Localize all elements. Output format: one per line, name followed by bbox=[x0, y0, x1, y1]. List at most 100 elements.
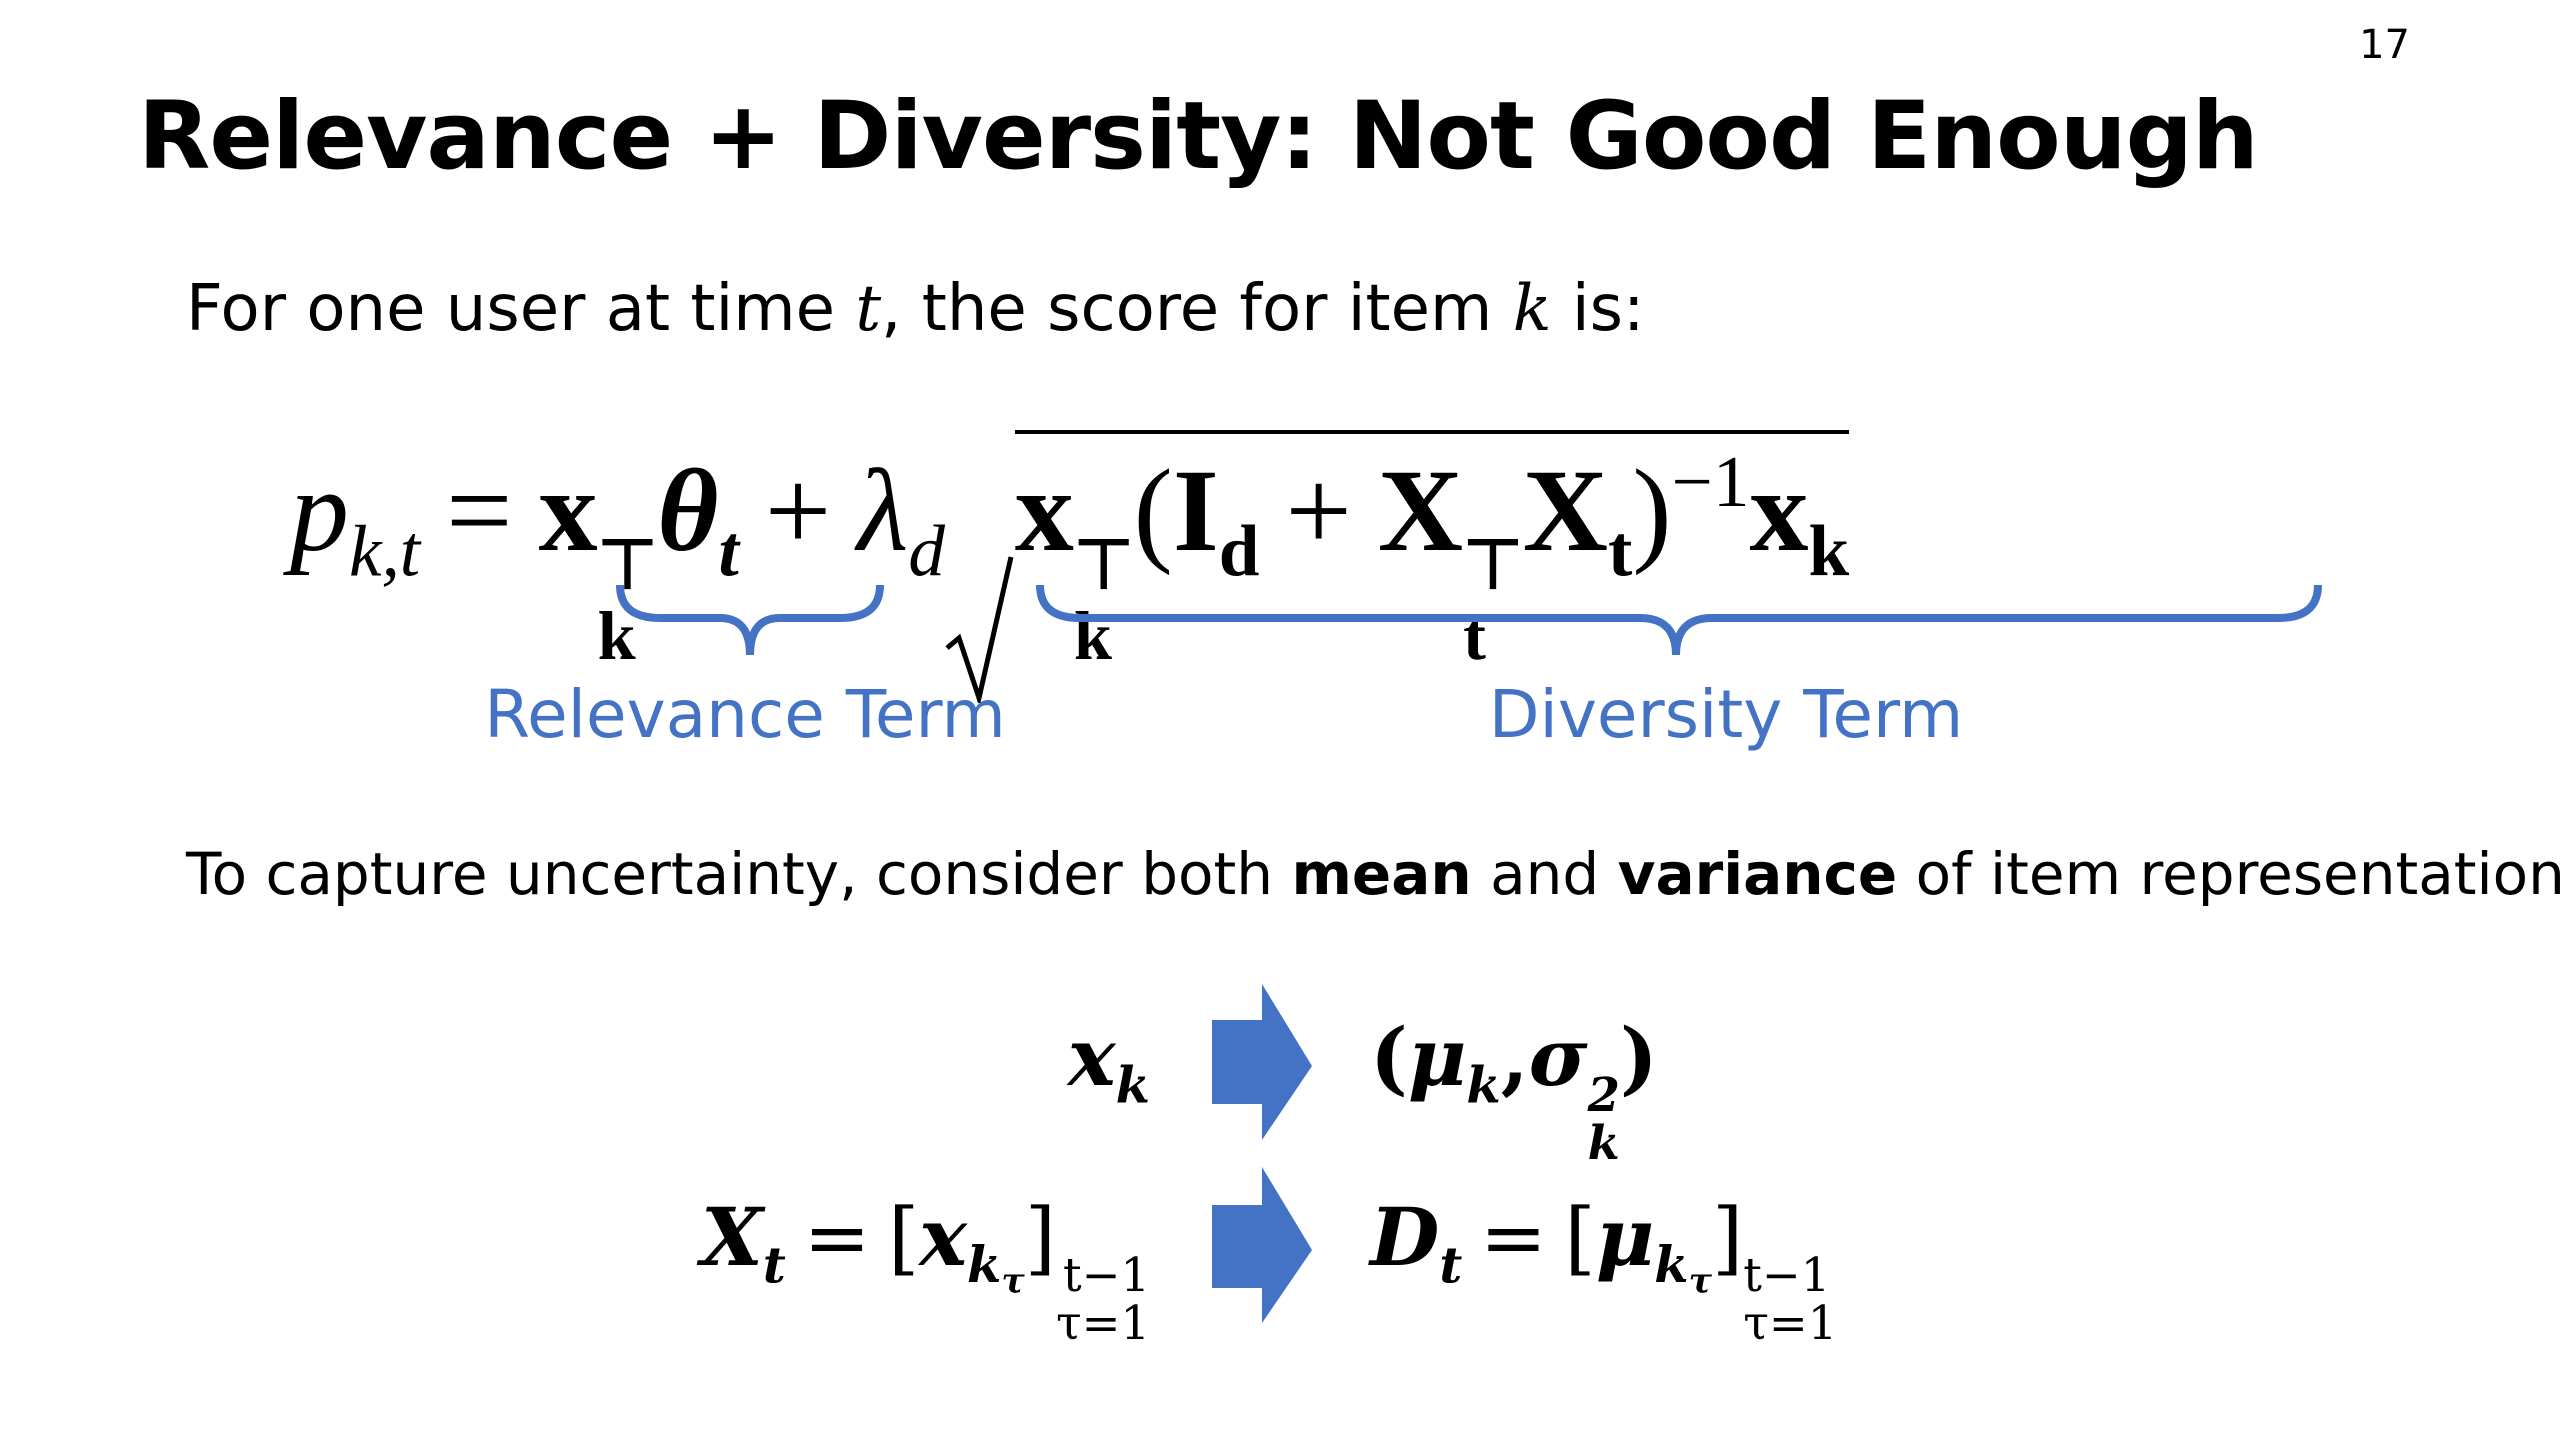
math-base: X bbox=[700, 1190, 763, 1284]
intro-text: For one user at time t, the score for it… bbox=[186, 272, 1645, 346]
math-token: xkτ bbox=[919, 1190, 1024, 1302]
math-sub: t bbox=[1607, 510, 1633, 592]
mapping-right: Dt = [μkτ] t−1 τ=1 bbox=[1370, 1190, 1837, 1348]
text: and bbox=[1471, 840, 1618, 908]
math-token: Id bbox=[1173, 443, 1260, 594]
math-token: λd bbox=[857, 443, 945, 594]
text: of item representation bbox=[1897, 840, 2560, 908]
math-scripts: t−1 τ=1 bbox=[1056, 1247, 1150, 1348]
mapping-left: Xt = [xkτ] t−1 τ=1 bbox=[701, 1190, 1150, 1348]
math-base: σ bbox=[1528, 1010, 1588, 1104]
math-token: ( bbox=[1134, 443, 1173, 579]
math-token: ] t−1 τ=1 bbox=[1025, 1191, 1150, 1348]
math-sub: k bbox=[1466, 1055, 1501, 1115]
math-base: x bbox=[1067, 1010, 1116, 1104]
math-sub: k bbox=[1808, 510, 1850, 592]
math-token: = bbox=[1480, 1191, 1547, 1284]
math-subsub: τ bbox=[1688, 1260, 1713, 1302]
relevance-brace bbox=[616, 584, 884, 656]
text: is: bbox=[1551, 272, 1645, 346]
math-sub: t bbox=[1439, 1235, 1463, 1295]
math-scripts: t−1 τ=1 bbox=[1743, 1247, 1838, 1351]
math-sub: t bbox=[762, 1235, 786, 1295]
bold-text: mean bbox=[1291, 840, 1472, 908]
math-sub: d bbox=[1218, 510, 1260, 592]
math-sub: τ=1 bbox=[1743, 1296, 1838, 1351]
math-sub: kτ bbox=[1654, 1235, 1713, 1302]
math-base: ) bbox=[1632, 444, 1672, 576]
math-base: [ bbox=[1564, 1191, 1596, 1284]
math-base: p bbox=[290, 444, 349, 576]
relevance-term: x ⊤ k θt bbox=[539, 443, 739, 673]
math-token: , bbox=[1501, 1010, 1529, 1104]
math-sup: t−1 bbox=[1062, 1247, 1150, 1302]
math-base: + bbox=[1285, 444, 1352, 576]
math-base: X bbox=[1377, 444, 1464, 576]
math-token: μkτ bbox=[1596, 1190, 1712, 1302]
math-token: Dt bbox=[1370, 1190, 1462, 1294]
math-base: ( bbox=[1133, 444, 1173, 576]
math-base: x bbox=[538, 444, 598, 576]
math-base: X bbox=[1522, 444, 1608, 576]
formula-plus: + λd bbox=[739, 443, 945, 594]
math-token: μk bbox=[1408, 1010, 1501, 1114]
math-sup: 2 bbox=[1587, 1066, 1620, 1122]
math-base: D bbox=[1370, 1190, 1440, 1284]
score-formula: pk,t = x ⊤ k θt + λd x ⊤ k (Id + X ⊤ t Xt)−1xk bbox=[290, 430, 1850, 704]
math-token: + bbox=[765, 443, 832, 579]
mapping-left: xk bbox=[1068, 1010, 1150, 1114]
math-token: xk bbox=[1068, 1010, 1150, 1114]
mapping-right: (μk,σ 2 k) bbox=[1370, 1010, 1658, 1168]
math-base: μ bbox=[1407, 1010, 1467, 1104]
math-base: [ bbox=[888, 1191, 920, 1284]
math-base: = bbox=[1479, 1191, 1547, 1284]
math-token: ( bbox=[1370, 1010, 1408, 1104]
math-token: xk bbox=[1750, 443, 1850, 594]
math-sup: ⊤ bbox=[1073, 526, 1134, 603]
math-sub: k bbox=[1587, 1115, 1620, 1171]
math-sub: t bbox=[718, 510, 739, 592]
math-token: x ⊤ k bbox=[1015, 443, 1134, 673]
math-sup: ⊤ bbox=[597, 526, 658, 603]
math-sup: t−1 bbox=[1743, 1247, 1831, 1302]
math-token: )−1 bbox=[1632, 440, 1749, 579]
text: To capture uncertainty, consider both bbox=[186, 840, 1292, 908]
math-sup: ⊤ bbox=[1463, 526, 1523, 603]
text: For one user at time bbox=[186, 272, 856, 346]
math-base: = bbox=[446, 444, 513, 576]
math-token: x ⊤ k bbox=[539, 443, 658, 673]
math-token: + bbox=[1285, 443, 1352, 579]
math-base: + bbox=[764, 444, 832, 576]
math-sub: d bbox=[908, 510, 945, 592]
math-base: λ bbox=[857, 444, 909, 576]
page-number: 17 bbox=[2359, 22, 2410, 68]
math-token: ] t−1 τ=1 bbox=[1712, 1191, 1837, 1348]
math-token: pk,t bbox=[290, 443, 420, 594]
math-sub: k bbox=[1115, 1055, 1150, 1115]
slide-title: Relevance + Diversity: Not Good Enough bbox=[138, 82, 2259, 191]
math-token: = bbox=[803, 1191, 870, 1284]
bold-text: variance bbox=[1617, 840, 1898, 908]
radical-sign bbox=[945, 556, 1014, 704]
math-sub: kτ bbox=[966, 1235, 1025, 1302]
math-sub: k bbox=[1073, 598, 1112, 675]
math-token: [ bbox=[888, 1191, 919, 1284]
formula-lhs: pk,t = bbox=[290, 443, 539, 594]
arrow bbox=[1212, 984, 1312, 1140]
math-base: ] bbox=[1712, 1191, 1744, 1284]
math-base: ] bbox=[1024, 1191, 1056, 1284]
math-base: ( bbox=[1370, 1010, 1408, 1104]
relevance-label: Relevance Term bbox=[484, 676, 1006, 753]
math-base: ) bbox=[1619, 1010, 1658, 1104]
math-token: [ bbox=[1565, 1191, 1596, 1284]
math-token: = bbox=[446, 443, 513, 579]
diversity-brace bbox=[1036, 584, 2322, 656]
square-root: x ⊤ k (Id + X ⊤ t Xt)−1xk bbox=[945, 430, 1850, 704]
math-base: , bbox=[1500, 1010, 1529, 1104]
math-token: ) bbox=[1620, 1010, 1658, 1104]
math-sup: −1 bbox=[1671, 441, 1750, 522]
math-var: t bbox=[855, 272, 882, 346]
